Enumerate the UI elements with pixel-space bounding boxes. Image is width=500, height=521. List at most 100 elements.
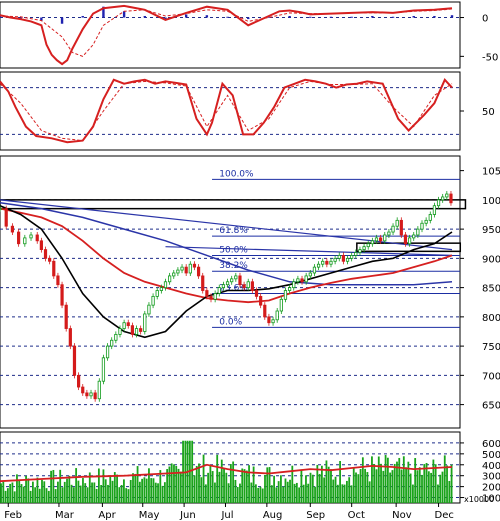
volume-bar (159, 470, 162, 503)
volume-bar (75, 468, 78, 503)
volume-bar (423, 464, 426, 503)
candle (118, 328, 122, 335)
candle (238, 275, 242, 286)
x-tick-label: Apr (98, 510, 116, 521)
moving-average-red (0, 207, 453, 304)
volume-bar (352, 467, 355, 503)
volume-bar (218, 471, 221, 503)
panel-frame (0, 71, 461, 151)
volume-bar (373, 463, 376, 503)
y-tick-label: 0 (482, 14, 488, 25)
volume-bar (389, 472, 392, 503)
volume-bar (175, 466, 178, 503)
volume-bar (421, 474, 423, 503)
volume-bar (31, 481, 34, 503)
volume-bar (241, 468, 244, 503)
volume-bar (168, 466, 171, 503)
volume-bar (141, 478, 144, 503)
volume-bar (270, 485, 273, 503)
candle (412, 234, 416, 239)
x-axis: Feb Mar Apr May Jun Jul Aug Sep Oct Nov Dec (4, 503, 454, 521)
volume-bar (109, 475, 112, 503)
volume-bar (343, 484, 346, 503)
volume-bar (118, 487, 121, 503)
volume-bar (259, 486, 262, 503)
volume-bar (163, 482, 166, 503)
volume-bar (320, 465, 323, 503)
candle (420, 222, 424, 230)
candle (130, 325, 134, 335)
candle (341, 255, 345, 262)
volume-bar (177, 468, 180, 503)
x-tick-label: May (139, 510, 160, 521)
fibonacci-level-label: 100.0% (219, 169, 254, 179)
volume-bar (97, 468, 100, 503)
volume-bar (47, 490, 50, 503)
volume-bar (173, 464, 175, 503)
candle (217, 287, 221, 294)
volume-bar (211, 471, 214, 503)
volume-bar (305, 475, 307, 503)
volume-bar (88, 472, 91, 503)
volume-bar (93, 482, 96, 503)
candle (85, 392, 89, 397)
volume-bar (20, 484, 23, 503)
moving-average-blue (0, 202, 453, 286)
candle (17, 231, 21, 245)
volume-bar (134, 473, 137, 503)
candle (354, 252, 358, 256)
volume-bar (138, 481, 141, 503)
volume-bar (18, 480, 21, 503)
candle (172, 272, 176, 277)
price-zone-box (0, 199, 467, 210)
candle (60, 284, 64, 306)
volume-bar (34, 487, 37, 503)
volume-bar (239, 483, 241, 503)
volume-bar (280, 475, 282, 503)
volume-bar (430, 472, 433, 503)
x-tick-label: Jul (220, 510, 233, 521)
candle (279, 298, 283, 312)
candle (105, 345, 110, 359)
candle (234, 275, 238, 280)
volume-bar (82, 478, 84, 503)
volume-bar (166, 469, 169, 503)
volume-bar (43, 481, 46, 503)
volume-bar (412, 484, 414, 503)
x-tick-label: Jun (179, 510, 196, 521)
volume-bar (398, 457, 401, 503)
volume-bar (282, 486, 285, 503)
candle (155, 290, 159, 297)
volume-bar (232, 461, 235, 503)
candle (337, 255, 341, 259)
candle (23, 237, 27, 245)
candle (407, 237, 412, 245)
candle (168, 275, 172, 283)
candle (445, 193, 449, 198)
candle (213, 293, 217, 300)
candle (114, 334, 118, 341)
candle (29, 234, 33, 239)
candle (436, 199, 441, 207)
candle (163, 281, 168, 289)
candle (403, 234, 408, 245)
macd-histogram-bar (143, 15, 147, 18)
volume-bar (129, 480, 132, 503)
candle (188, 263, 192, 274)
volume-bar (334, 476, 337, 503)
y-tick-label: 60000 (482, 439, 500, 450)
volume-bar (225, 472, 228, 503)
volume-bar (152, 478, 155, 503)
macd-histogram-bar (164, 17, 167, 20)
x-tick-label: Oct (348, 510, 365, 521)
volume-bar (302, 484, 305, 503)
volume-bar (77, 480, 80, 503)
macd-histogram-bar (329, 16, 333, 18)
volume-bar (207, 472, 210, 503)
volume-bar (277, 481, 280, 503)
volume-bar (396, 461, 398, 503)
volume-bar (223, 468, 225, 503)
candle (201, 275, 205, 291)
volume-bar (216, 454, 219, 503)
volume-bar (357, 474, 360, 503)
